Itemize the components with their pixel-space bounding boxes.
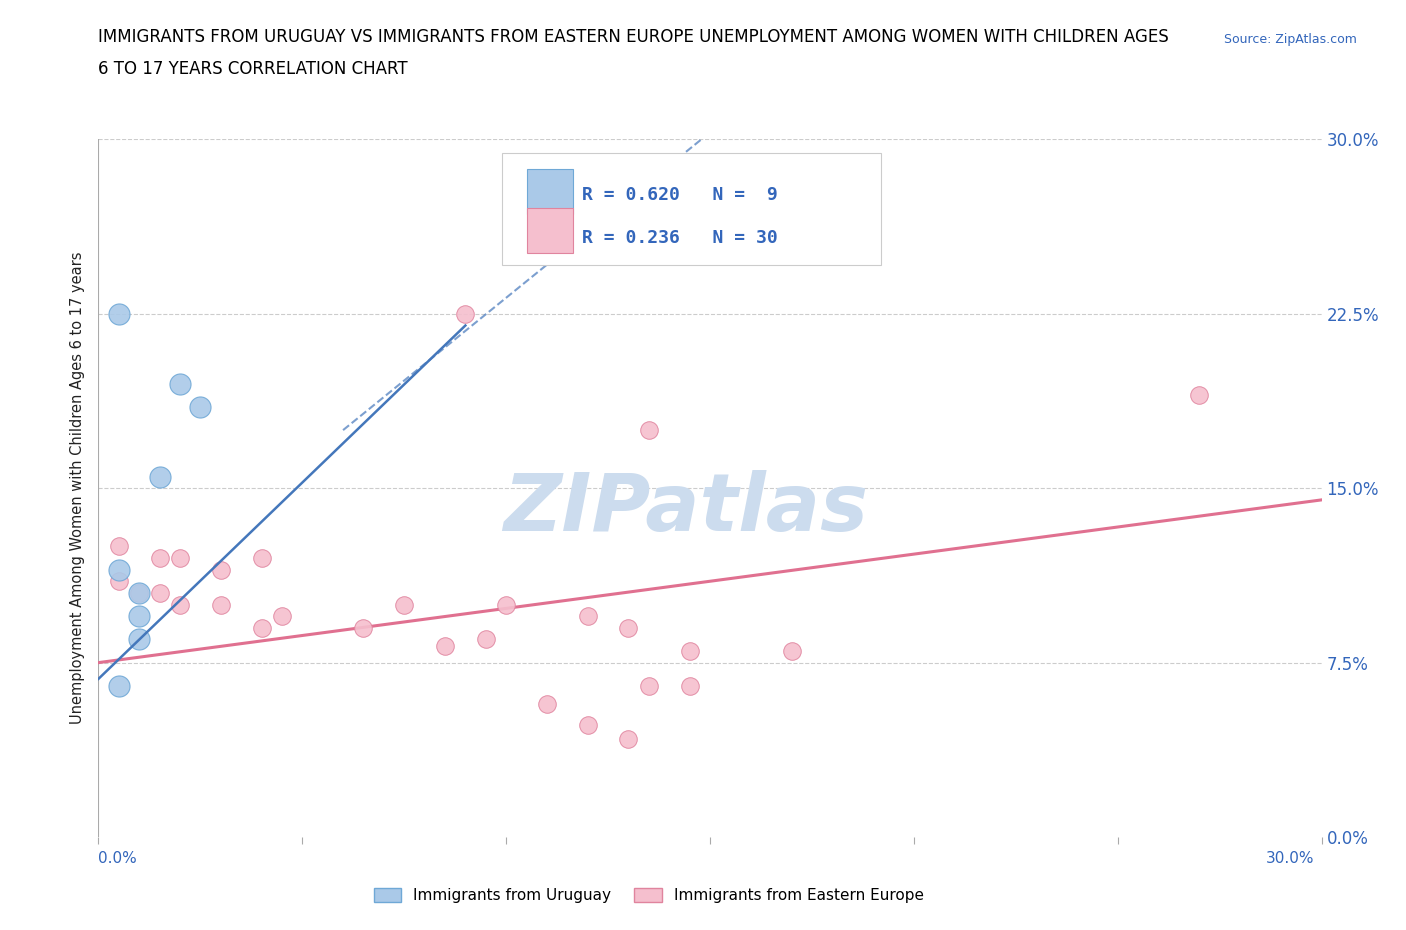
- Point: [188, 400, 212, 415]
- Point: [352, 620, 374, 635]
- Text: R = 0.620   N =  9: R = 0.620 N = 9: [582, 186, 778, 205]
- Text: 0.0%: 0.0%: [98, 851, 138, 866]
- Text: 30.0%: 30.0%: [1267, 851, 1315, 866]
- Point: [536, 698, 558, 712]
- Point: [720, 190, 742, 205]
- Text: IMMIGRANTS FROM URUGUAY VS IMMIGRANTS FROM EASTERN EUROPE UNEMPLOYMENT AMONG WOM: IMMIGRANTS FROM URUGUAY VS IMMIGRANTS FR…: [98, 28, 1170, 46]
- Point: [434, 639, 457, 654]
- Point: [108, 574, 131, 589]
- Point: [638, 422, 661, 438]
- Point: [454, 307, 477, 322]
- Point: [392, 597, 416, 612]
- Point: [209, 597, 232, 612]
- Point: [1188, 388, 1211, 403]
- FancyBboxPatch shape: [527, 208, 574, 253]
- Point: [108, 307, 131, 322]
- Text: Source: ZipAtlas.com: Source: ZipAtlas.com: [1223, 33, 1357, 46]
- Point: [108, 679, 131, 694]
- Point: [209, 562, 232, 577]
- Point: [128, 632, 150, 647]
- Point: [679, 644, 702, 658]
- FancyBboxPatch shape: [502, 153, 882, 265]
- FancyBboxPatch shape: [527, 169, 574, 214]
- Point: [149, 469, 172, 484]
- Point: [169, 376, 191, 391]
- Point: [128, 586, 150, 601]
- Point: [250, 620, 273, 635]
- Point: [108, 562, 131, 577]
- Y-axis label: Unemployment Among Women with Children Ages 6 to 17 years: Unemployment Among Women with Children A…: [70, 252, 86, 724]
- Point: [149, 551, 172, 565]
- Point: [576, 718, 599, 733]
- Point: [108, 539, 131, 554]
- Point: [169, 551, 191, 565]
- Point: [617, 732, 640, 747]
- Point: [128, 586, 150, 601]
- Point: [495, 597, 517, 612]
- Point: [780, 644, 803, 658]
- Point: [169, 597, 191, 612]
- Legend: Immigrants from Uruguay, Immigrants from Eastern Europe: Immigrants from Uruguay, Immigrants from…: [367, 883, 931, 910]
- Point: [638, 679, 661, 694]
- Text: R = 0.236   N = 30: R = 0.236 N = 30: [582, 229, 778, 246]
- Text: 6 TO 17 YEARS CORRELATION CHART: 6 TO 17 YEARS CORRELATION CHART: [98, 60, 408, 78]
- Point: [149, 586, 172, 601]
- Point: [617, 620, 640, 635]
- Point: [128, 609, 150, 624]
- Point: [270, 609, 294, 624]
- Text: ZIPatlas: ZIPatlas: [503, 471, 868, 548]
- Point: [679, 679, 702, 694]
- Point: [576, 609, 599, 624]
- Point: [250, 551, 273, 565]
- Point: [474, 632, 498, 647]
